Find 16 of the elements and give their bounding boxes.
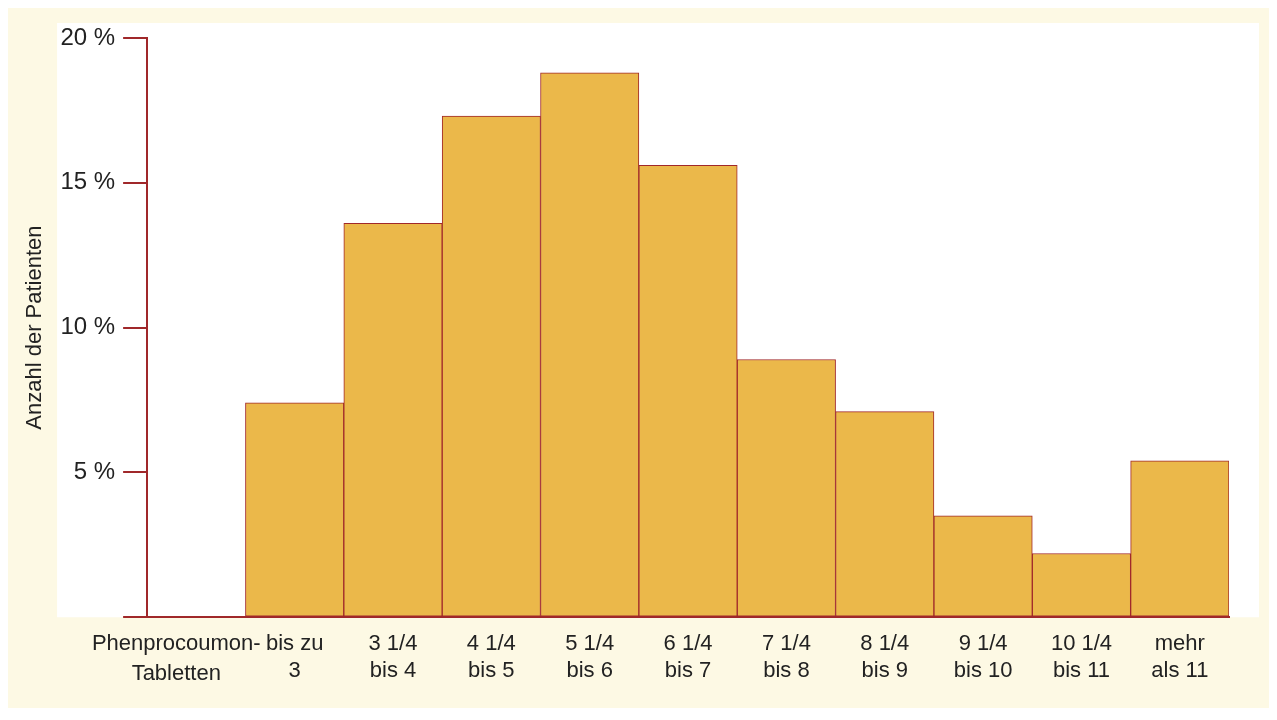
x-tick-label: bis zu 3 xyxy=(265,630,324,682)
x-tick-label: 8 1/4 bis 9 xyxy=(860,630,910,682)
x-tick-label: 3 1/4 bis 4 xyxy=(368,630,418,682)
y-tick-label: 5 % xyxy=(73,457,116,485)
x-tick-label: 10 1/4 bis 11 xyxy=(1050,630,1113,682)
y-axis-title: Anzahl der Patienten xyxy=(21,225,47,430)
y-tick-label: 15 % xyxy=(60,167,116,195)
x-tick-label: 4 1/4 bis 5 xyxy=(466,630,516,682)
y-tick-label: 20 % xyxy=(60,22,116,50)
x-tick-label: mehr als 11 xyxy=(1151,630,1209,682)
y-tick-label: 10 % xyxy=(60,312,116,340)
x-tick-label: 5 1/4 bis 6 xyxy=(565,630,615,682)
x-tick-label: 6 1/4 bis 7 xyxy=(663,630,713,682)
x-axis-title: Phenprocoumon-Tabletten xyxy=(91,630,261,686)
x-tick-label: 7 1/4 bis 8 xyxy=(761,630,811,682)
x-tick-label: 9 1/4 bis 10 xyxy=(953,630,1013,682)
